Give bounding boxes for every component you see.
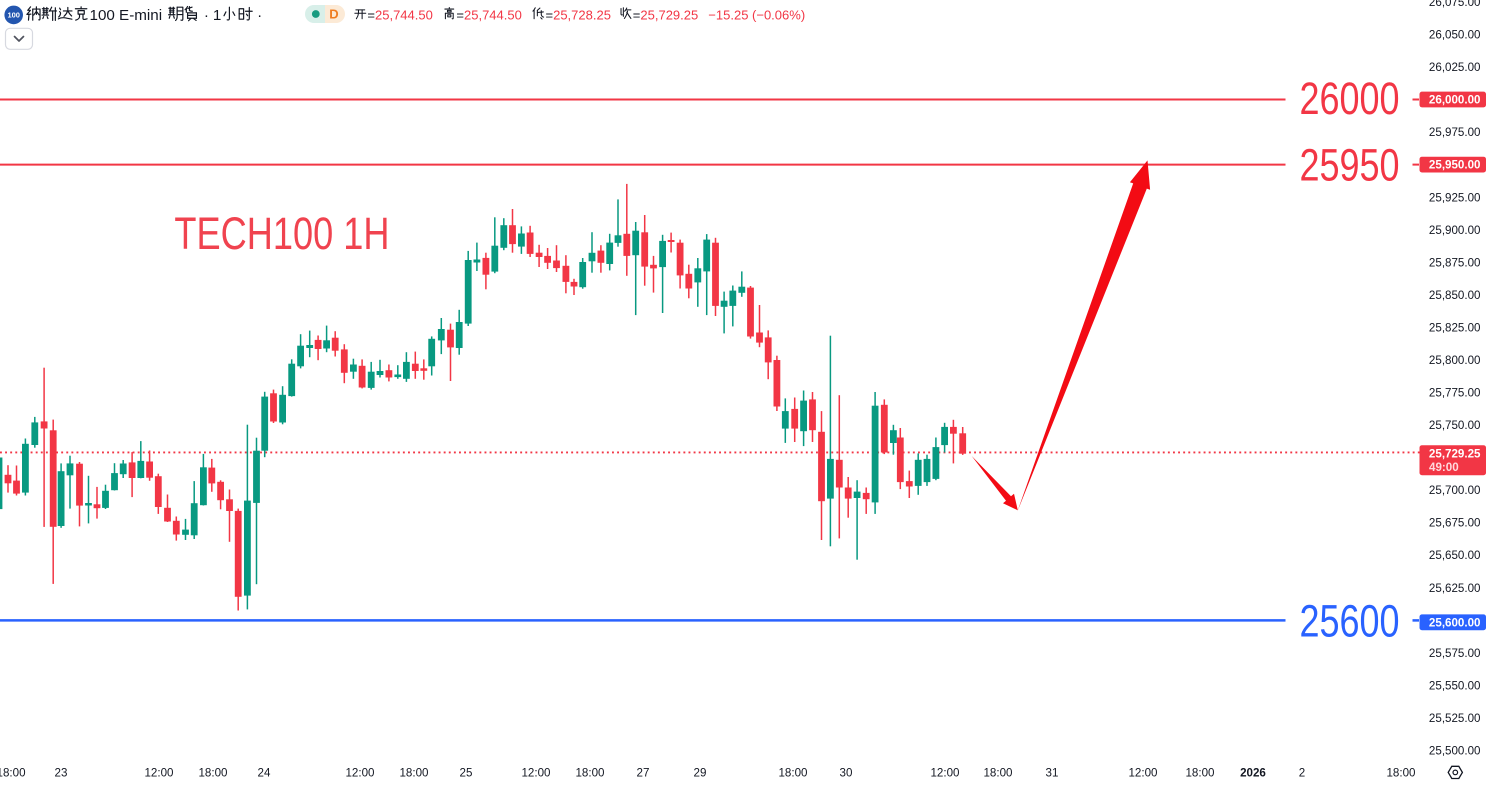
svg-text:25,500.00: 25,500.00 xyxy=(1429,745,1481,758)
svg-text:25600: 25600 xyxy=(1300,596,1400,647)
svg-text:25950: 25950 xyxy=(1300,140,1400,191)
svg-text:12:00: 12:00 xyxy=(144,766,173,779)
svg-text:18:00: 18:00 xyxy=(1386,766,1415,779)
svg-text:18:00: 18:00 xyxy=(575,766,604,779)
svg-text:26,000.00: 26,000.00 xyxy=(1429,94,1481,107)
svg-text:25,875.00: 25,875.00 xyxy=(1429,256,1481,269)
svg-text:27: 27 xyxy=(637,766,650,779)
svg-text:25,800.00: 25,800.00 xyxy=(1429,354,1481,367)
svg-text:25,700.00: 25,700.00 xyxy=(1429,484,1481,497)
svg-text:−15.25 (−0.06%): −15.25 (−0.06%) xyxy=(708,7,805,22)
svg-text:25,675.00: 25,675.00 xyxy=(1429,517,1481,530)
svg-text:25,850.00: 25,850.00 xyxy=(1429,289,1481,302)
svg-text:23: 23 xyxy=(55,766,68,779)
svg-text:30: 30 xyxy=(840,766,853,779)
svg-text:25,600.00: 25,600.00 xyxy=(1429,616,1481,629)
svg-text:D: D xyxy=(329,7,338,22)
svg-text:26000: 26000 xyxy=(1300,73,1400,124)
svg-text:31: 31 xyxy=(1046,766,1059,779)
svg-text:18:00: 18:00 xyxy=(198,766,227,779)
svg-text:25,729.25: 25,729.25 xyxy=(640,7,698,22)
svg-text:2026: 2026 xyxy=(1240,766,1266,779)
svg-text:26,025.00: 26,025.00 xyxy=(1429,61,1481,74)
svg-text:25,975.00: 25,975.00 xyxy=(1429,126,1481,139)
svg-text:=: = xyxy=(633,7,641,22)
svg-text:·: · xyxy=(204,7,209,24)
svg-text:25,825.00: 25,825.00 xyxy=(1429,321,1481,334)
svg-text:2: 2 xyxy=(1299,766,1305,779)
svg-text:25,775.00: 25,775.00 xyxy=(1429,387,1481,400)
svg-text:26,075.00: 26,075.00 xyxy=(1429,0,1481,9)
svg-text:49:00: 49:00 xyxy=(1429,461,1459,474)
svg-text:29: 29 xyxy=(694,766,707,779)
svg-text:25,744.50: 25,744.50 xyxy=(464,7,522,22)
svg-text:25,900.00: 25,900.00 xyxy=(1429,224,1481,237)
svg-text:25,950.00: 25,950.00 xyxy=(1429,159,1481,172)
svg-text:26,050.00: 26,050.00 xyxy=(1429,29,1481,42)
svg-text:25,729.25: 25,729.25 xyxy=(1429,447,1481,460)
svg-text:25,728.25: 25,728.25 xyxy=(553,7,611,22)
svg-text:25,650.00: 25,650.00 xyxy=(1429,549,1481,562)
svg-text:·: · xyxy=(257,7,262,24)
svg-text:18:00: 18:00 xyxy=(983,766,1012,779)
svg-text:1: 1 xyxy=(213,7,221,24)
svg-text:24: 24 xyxy=(258,766,271,779)
svg-text:=: = xyxy=(456,7,464,22)
svg-text:=: = xyxy=(367,7,375,22)
svg-text:25,925.00: 25,925.00 xyxy=(1429,191,1481,204)
svg-text:18:00: 18:00 xyxy=(778,766,807,779)
svg-text:18:00: 18:00 xyxy=(399,766,428,779)
svg-text:25,625.00: 25,625.00 xyxy=(1429,582,1481,595)
svg-text:25,525.00: 25,525.00 xyxy=(1429,712,1481,725)
svg-text:12:00: 12:00 xyxy=(521,766,550,779)
svg-text:12:00: 12:00 xyxy=(1128,766,1157,779)
svg-text:12:00: 12:00 xyxy=(345,766,374,779)
svg-text:100: 100 xyxy=(7,11,20,20)
svg-text:100 E-mini: 100 E-mini xyxy=(90,7,163,24)
svg-text:25,550.00: 25,550.00 xyxy=(1429,679,1481,692)
svg-text:25: 25 xyxy=(460,766,473,779)
svg-text:25,744.50: 25,744.50 xyxy=(375,7,433,22)
svg-text:=: = xyxy=(546,7,554,22)
svg-text:18:00: 18:00 xyxy=(1185,766,1214,779)
svg-text:25,750.00: 25,750.00 xyxy=(1429,419,1481,432)
svg-text:12:00: 12:00 xyxy=(930,766,959,779)
svg-text:TECH100 1H: TECH100 1H xyxy=(174,208,389,259)
svg-text:18:00: 18:00 xyxy=(0,766,26,779)
svg-text:25,575.00: 25,575.00 xyxy=(1429,647,1481,660)
